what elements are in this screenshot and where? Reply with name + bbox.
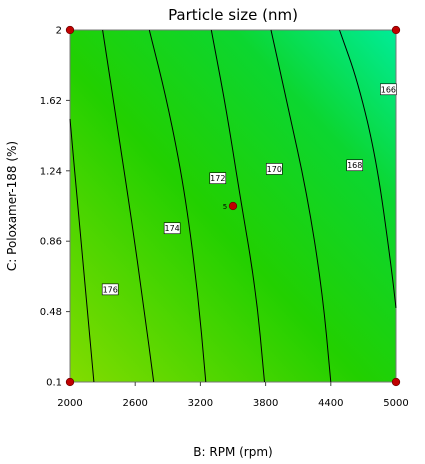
contour-line-172 xyxy=(148,29,207,383)
x-tick-label: 3200 xyxy=(188,398,213,409)
design-point xyxy=(65,25,75,35)
y-tick-label: 1.24 xyxy=(40,166,62,177)
y-tick-label: 1.62 xyxy=(40,96,62,107)
contour-label-168: 168 xyxy=(346,159,364,172)
contour-label-170: 170 xyxy=(265,163,283,175)
y-tick-label: 0.48 xyxy=(40,307,62,318)
y-tick-label: 0.1 xyxy=(46,378,62,389)
svg-text:170: 170 xyxy=(267,165,282,174)
contour-line-176 xyxy=(69,118,95,383)
svg-text:176: 176 xyxy=(103,285,118,294)
x-tick-label: 2600 xyxy=(122,398,147,409)
design-point xyxy=(391,377,401,387)
contour-line-168 xyxy=(270,29,332,383)
contour-label-172: 172 xyxy=(209,172,227,185)
y-tick-label: 0.86 xyxy=(40,237,62,248)
y-tick-label: 2 xyxy=(56,26,62,37)
x-axis-title: B: RPM (rpm) xyxy=(193,445,272,459)
design-point xyxy=(65,377,75,387)
design-point-label: 5 xyxy=(223,203,227,211)
svg-text:168: 168 xyxy=(347,161,362,170)
x-tick-label: 4400 xyxy=(318,398,343,409)
contour-line-166 xyxy=(339,29,397,308)
svg-text:174: 174 xyxy=(165,224,180,233)
y-axis-title: C: Poloxamer-188 (%) xyxy=(5,141,19,271)
x-tick-label: 5000 xyxy=(383,398,408,409)
contour-line-170 xyxy=(210,29,265,383)
design-point xyxy=(391,25,401,35)
contour-label-166: 166 xyxy=(380,83,397,96)
contour-label-176: 176 xyxy=(101,283,119,296)
design-points: 5 xyxy=(65,25,401,387)
contour-labels: 176 174 172 170 168 166 xyxy=(101,83,397,296)
contour-label-174: 174 xyxy=(163,222,181,235)
x-tick-label: 3800 xyxy=(253,398,278,409)
svg-text:172: 172 xyxy=(210,174,225,183)
contour-lines xyxy=(69,29,397,383)
chart-title: Particle size (nm) xyxy=(168,6,298,24)
x-tick-label: 2000 xyxy=(57,398,82,409)
svg-text:166: 166 xyxy=(381,85,396,94)
design-point xyxy=(228,201,238,211)
contour-line-174 xyxy=(102,29,155,383)
